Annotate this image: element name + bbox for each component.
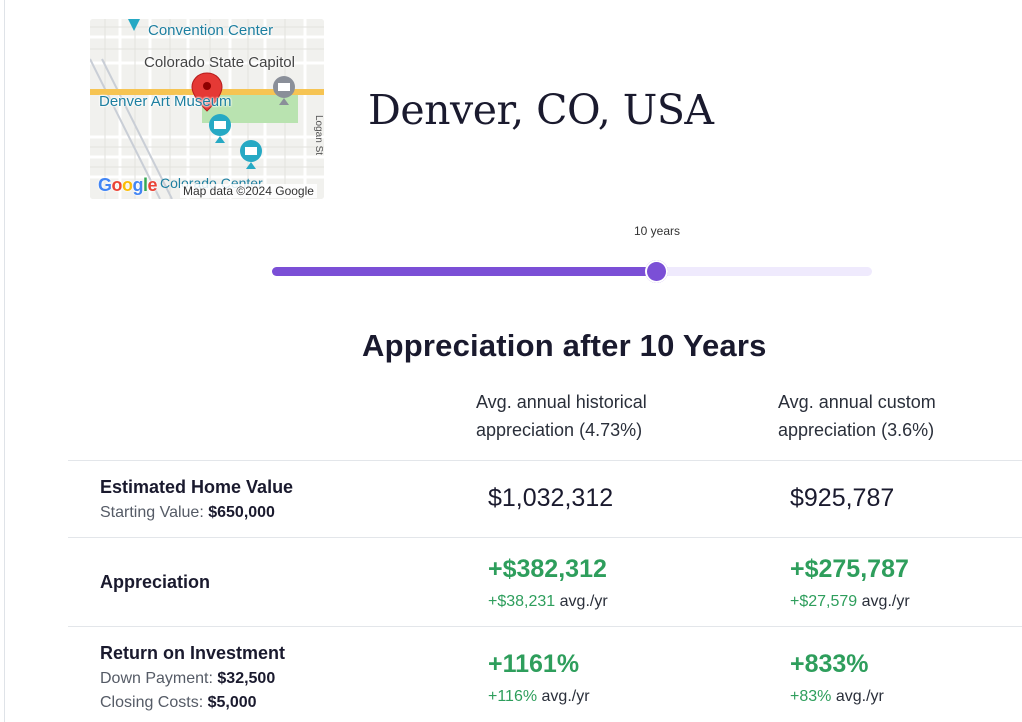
- closing-costs: Closing Costs: $5,000: [100, 694, 257, 712]
- column-header-historical: Avg. annual historical appreciation (4.7…: [476, 388, 647, 444]
- row-label-home-value: Estimated Home Value: [100, 477, 294, 497]
- years-slider[interactable]: [272, 260, 872, 283]
- down-payment-amount: $32,500: [217, 670, 276, 687]
- per-year-unit: avg./yr: [541, 688, 590, 705]
- location-map[interactable]: Convention Center Colorado State Capitol…: [90, 19, 324, 199]
- closing-costs-label: Closing Costs:: [100, 694, 204, 711]
- per-year-unit: avg./yr: [559, 593, 608, 610]
- slider-value-label: 10 years: [633, 224, 681, 238]
- starting-value-label: Starting Value:: [100, 504, 204, 521]
- column-header-historical-line1: Avg. annual historical: [476, 392, 647, 412]
- starting-value: Starting Value: $650,000: [100, 504, 275, 522]
- column-header-custom-line2: appreciation (3.6%): [778, 420, 935, 440]
- per-year-unit: avg./yr: [835, 688, 884, 705]
- down-payment: Down Payment: $32,500: [100, 670, 275, 688]
- home-value-custom: $925,787: [790, 484, 895, 512]
- appreciation-title: Appreciation after 10 Years: [362, 328, 767, 363]
- roi-historical: +1161%: [488, 650, 580, 678]
- starting-value-amount: $650,000: [208, 504, 275, 521]
- row-label-appreciation: Appreciation: [100, 572, 211, 592]
- appreciation-historical: +$382,312: [488, 555, 607, 583]
- home-value-historical: $1,032,312: [488, 484, 614, 512]
- appreciation-historical-per-year: +$38,231 avg./yr: [488, 593, 608, 611]
- map-label-art-museum: Denver Art Museum: [99, 93, 232, 110]
- appreciation-custom-per-year-value: +$27,579: [790, 593, 858, 610]
- map-streets: [90, 19, 324, 199]
- appreciation-custom-per-year: +$27,579 avg./yr: [790, 593, 910, 611]
- column-header-custom-line1: Avg. annual custom: [778, 392, 936, 412]
- map-label-logan-st: Logan St: [313, 115, 324, 156]
- map-label-state-capitol: Colorado State Capitol: [144, 54, 295, 71]
- location-title: Denver, CO, USA: [368, 86, 714, 134]
- roi-custom: +833%: [790, 650, 869, 678]
- row-divider: [68, 626, 1022, 627]
- appreciation-custom: +$275,787: [790, 555, 909, 583]
- row-divider: [68, 537, 1022, 538]
- appreciation-historical-per-year-value: +$38,231: [488, 593, 556, 610]
- roi-custom-per-year-value: +83%: [790, 688, 832, 705]
- closing-costs-amount: $5,000: [207, 694, 257, 711]
- row-divider: [68, 460, 1022, 461]
- google-logo[interactable]: Google: [98, 175, 158, 195]
- column-header-custom: Avg. annual custom appreciation (3.6%): [778, 388, 936, 444]
- map-attribution[interactable]: Map data ©2024 Google: [180, 184, 317, 198]
- roi-historical-per-year: +116% avg./yr: [488, 688, 590, 706]
- slider-fill: [272, 267, 656, 276]
- down-payment-label: Down Payment:: [100, 670, 213, 687]
- map-label-convention-center: Convention Center: [148, 22, 274, 39]
- left-border: [4, 0, 5, 722]
- roi-custom-per-year: +83% avg./yr: [790, 688, 884, 706]
- per-year-unit: avg./yr: [861, 593, 910, 610]
- roi-historical-per-year-value: +116%: [488, 688, 538, 705]
- slider-thumb[interactable]: [645, 260, 668, 283]
- column-header-historical-line2: appreciation (4.73%): [476, 420, 643, 440]
- row-label-roi: Return on Investment: [100, 643, 286, 663]
